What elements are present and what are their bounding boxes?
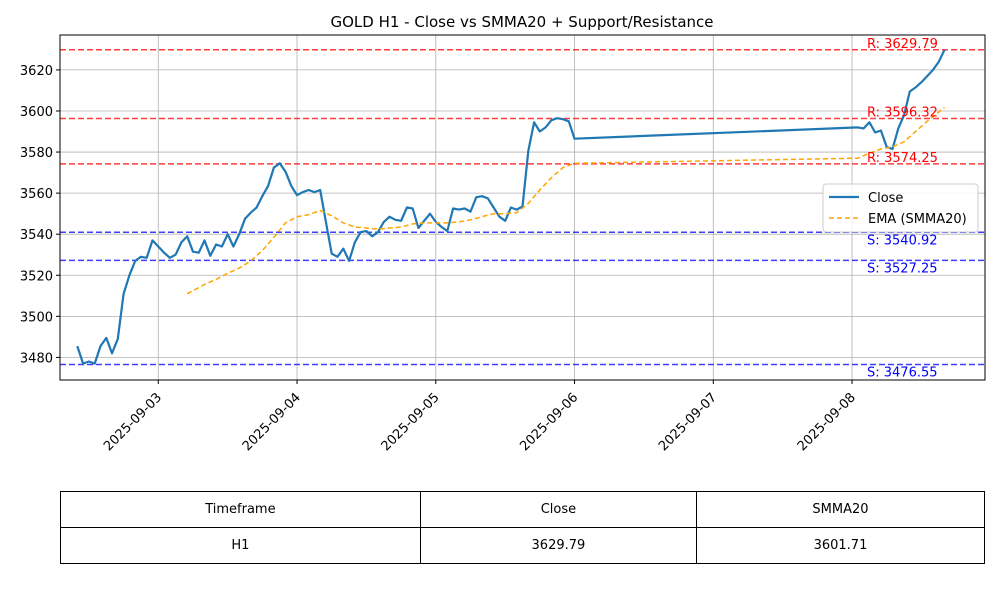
y-axis: 3480 3500 3520 3540 3560 3580 3600 3620 <box>20 64 60 366</box>
plot-frame <box>59 34 986 381</box>
level-labels: R: 3629.79 R: 3596.32 R: 3574.25 S: 3540.92… <box>867 37 938 381</box>
x-tick-label: 2025-09-03 <box>101 390 165 454</box>
y-tick-label: 3620 <box>20 64 53 79</box>
x-tick-label: 2025-09-06 <box>517 390 581 454</box>
smma20-series-line <box>186 106 945 295</box>
y-tick-label: 3520 <box>20 269 53 284</box>
table-cell-timeframe: H1 <box>60 527 421 564</box>
summary-table: Timeframe Close SMMA20 H1 3629.79 3601.7… <box>60 491 986 564</box>
level-lines <box>60 49 985 366</box>
support-level-label: S: 3527.25 <box>867 261 938 276</box>
x-tick-label: 2025-09-05 <box>379 390 443 454</box>
resistance-level-label: R: 3596.32 <box>867 106 938 121</box>
table-header-smma20: SMMA20 <box>695 491 986 528</box>
legend-label: Close <box>868 191 903 206</box>
x-axis: 2025-09-03 2025-09-04 2025-09-05 2025-09-06… <box>101 380 859 454</box>
series-lines <box>76 49 946 365</box>
resistance-level-label: R: 3629.79 <box>867 37 938 52</box>
legend: Close EMA (SMMA20) <box>822 183 979 233</box>
support-level-label: S: 3540.92 <box>867 233 938 248</box>
legend-label: EMA (SMMA20) <box>868 212 967 227</box>
chart-title: GOLD H1 - Close vs SMMA20 + Support/Resi… <box>330 13 713 31</box>
x-tick-label: 2025-09-04 <box>240 390 304 454</box>
legend-box <box>822 183 979 233</box>
y-tick-label: 3480 <box>20 351 53 366</box>
table-header-row: Timeframe Close SMMA20 <box>60 491 986 528</box>
x-tick-label: 2025-09-08 <box>795 390 859 454</box>
resistance-level-label: R: 3574.25 <box>867 151 938 166</box>
close-series-line <box>76 49 946 365</box>
y-tick-label: 3560 <box>20 187 53 202</box>
y-tick-label: 3600 <box>20 105 53 120</box>
table-header-timeframe: Timeframe <box>60 491 421 528</box>
table-cell-close: 3629.79 <box>419 527 697 564</box>
y-tick-label: 3500 <box>20 310 53 325</box>
x-tick-label: 2025-09-07 <box>656 390 720 454</box>
table-cell-smma20: 3601.71 <box>695 527 986 564</box>
table-header-close: Close <box>419 491 697 528</box>
y-tick-label: 3540 <box>20 228 53 243</box>
support-level-label: S: 3476.55 <box>867 365 938 380</box>
price-chart: GOLD H1 - Close vs SMMA20 + Support/Resi… <box>20 13 986 454</box>
y-tick-label: 3580 <box>20 146 53 161</box>
table-row: H1 3629.79 3601.71 <box>60 527 986 564</box>
